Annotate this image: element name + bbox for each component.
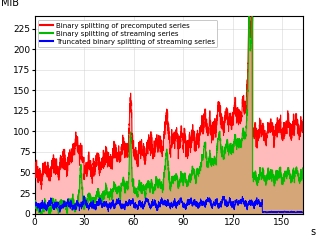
- Y-axis label: MiB: MiB: [1, 0, 19, 8]
- Legend: Binary splitting of precomputed series, Binary splitting of streaming series, Tr: Binary splitting of precomputed series, …: [38, 20, 217, 47]
- X-axis label: s: s: [310, 227, 315, 237]
